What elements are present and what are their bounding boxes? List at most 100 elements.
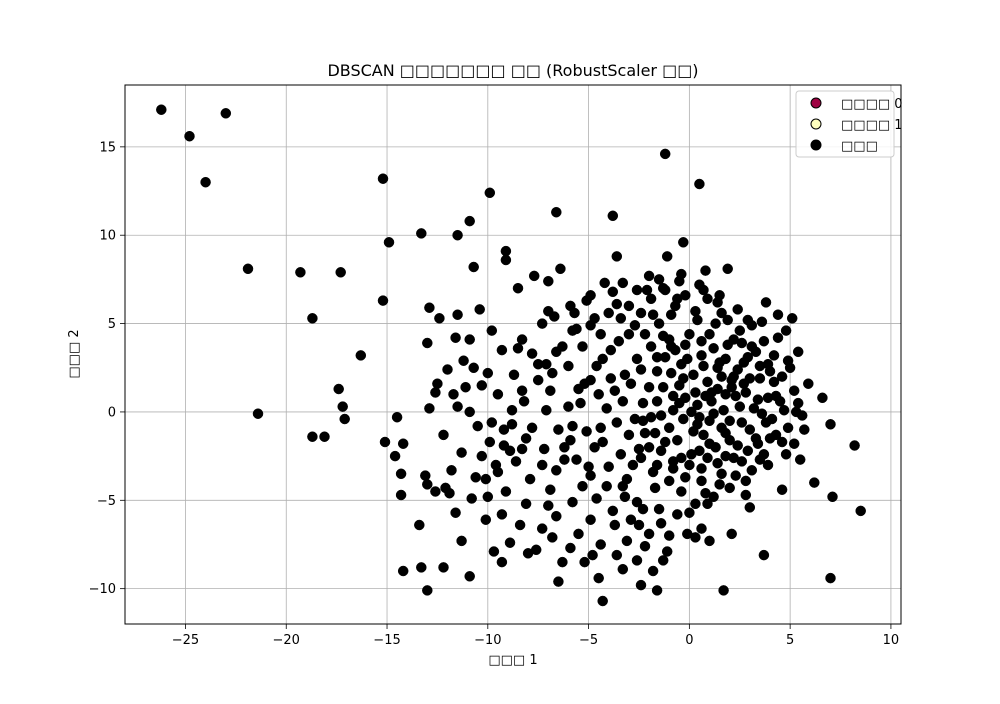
legend-marker-cluster-0 [810,97,822,109]
data-point [512,282,524,294]
data-point [551,206,562,218]
legend-label-cluster-0: □□□□ 0 [841,97,903,112]
data-point [746,341,758,352]
data-point [432,378,443,389]
data-point [506,404,518,416]
data-point [565,542,576,554]
data-point [754,373,766,384]
data-point [571,454,582,465]
data-point [593,389,604,400]
data-point [722,263,733,275]
data-point [242,263,254,275]
data-point [696,523,707,534]
data-point [591,493,602,504]
data-point [698,360,709,372]
data-point [617,396,629,407]
data-point [625,378,637,389]
data-point [686,406,697,418]
data-point [663,422,675,434]
data-point [520,433,532,444]
scatter-points [156,104,866,607]
data-point [466,493,477,504]
data-point [742,314,754,326]
data-point [710,318,721,329]
data-point [597,436,608,448]
data-point [474,304,485,315]
data-point [496,556,508,568]
data-point [674,397,685,409]
data-point [585,470,596,481]
data-point [486,325,498,336]
data-point [716,422,727,434]
data-point [672,509,683,520]
data-point [607,210,619,222]
legend-marker-noise [810,139,822,151]
data-point [621,473,633,485]
data-point [579,378,590,389]
data-point [744,424,756,435]
data-point [653,503,665,515]
data-point [690,387,701,398]
data-point [776,484,788,495]
data-point [395,489,407,501]
data-point [720,450,731,462]
data-point [744,373,756,384]
data-point [746,465,758,476]
data-point [698,429,709,441]
data-point [553,576,564,587]
data-point [621,535,633,547]
data-point [825,419,836,430]
data-point [635,307,647,319]
data-point [307,431,318,442]
data-point [498,424,510,435]
data-point [559,454,570,465]
data-point [629,320,641,331]
data-point [597,595,608,607]
data-point [504,537,516,548]
data-point [714,357,725,368]
data-point [672,434,683,446]
data-point [776,436,788,448]
data-point [659,436,671,448]
data-point [643,442,655,453]
data-point [633,443,645,455]
data-point [764,433,776,444]
data-point [659,284,671,296]
data-point [678,373,689,384]
data-point [704,535,715,547]
data-point [581,426,592,437]
data-point [595,328,606,340]
data-point [643,528,655,540]
data-point [623,300,635,312]
data-point [657,330,669,342]
data-point [627,459,639,471]
data-point [456,535,467,547]
y-tick-label: −5 [97,494,116,509]
data-point [430,387,441,398]
data-point [599,277,610,289]
data-point [484,436,496,448]
data-point [252,408,264,419]
data-point [603,307,614,319]
data-point [684,507,695,518]
data-point [661,546,673,557]
data-point [355,350,367,361]
data-point [579,556,590,568]
data-point [639,427,651,439]
data-point [500,254,512,266]
data-point [307,313,318,324]
data-point [575,397,586,409]
data-point [442,364,453,375]
x-tick-label: 5 [786,633,794,648]
data-point [799,424,810,435]
data-point [809,477,820,488]
data-point [472,420,483,432]
data-point [663,530,675,541]
data-point [680,339,691,351]
data-point [690,532,701,543]
data-point [585,514,596,525]
data-point [607,286,619,298]
data-point [694,279,705,290]
data-point [667,456,679,467]
data-point [631,496,643,508]
